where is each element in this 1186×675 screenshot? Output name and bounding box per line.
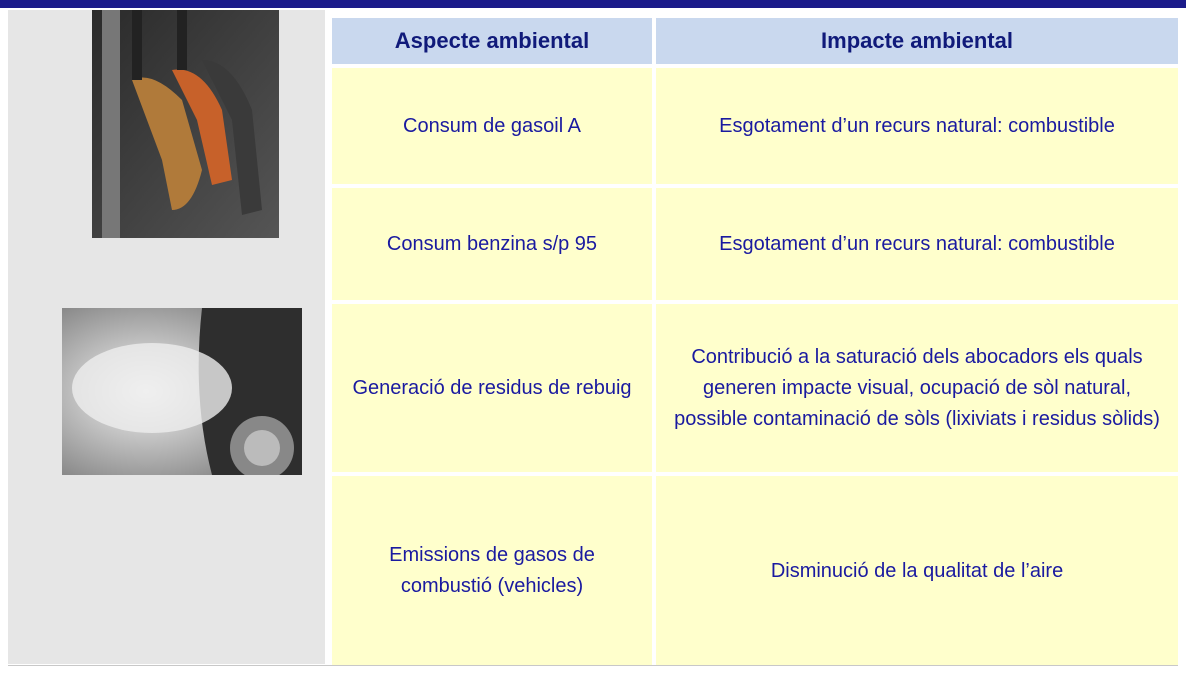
header-row: Aspecte ambiental Impacte ambiental <box>332 18 1178 64</box>
impact-cell: Esgotament d’un recurs natural: combusti… <box>652 188 1178 300</box>
column-header: Impacte ambiental <box>652 18 1178 64</box>
impact-cell: Disminució de la qualitat de l’aire <box>652 476 1178 666</box>
fuel-pump-photo <box>92 10 279 238</box>
table-row: Consum de gasoil A Esgotament d’un recurs… <box>332 68 1178 184</box>
table-row: Emissions de gasos de combustió (vehicle… <box>332 476 1178 666</box>
aspect-table: Aspecte ambiental Impacte ambiental Cons… <box>332 14 1178 670</box>
column-header: Aspecte ambiental <box>332 18 652 64</box>
table-body: Consum de gasoil A Esgotament d’un recurs… <box>332 68 1178 666</box>
bottom-line <box>8 665 1178 666</box>
table-row: Consum benzina s/p 95 Esgotament d’un rec… <box>332 188 1178 300</box>
exhaust-photo <box>62 308 302 475</box>
table-row: Generació de residus de rebuig Contribuci… <box>332 304 1178 472</box>
aspect-cell: Consum benzina s/p 95 <box>332 188 652 300</box>
impact-cell: Esgotament d’un recurs natural: combusti… <box>652 68 1178 184</box>
aspect-cell: Emissions de gasos de combustió (vehicle… <box>332 476 652 666</box>
impact-cell: Contribució a la saturació dels abocador… <box>652 304 1178 472</box>
aspect-cell: Generació de residus de rebuig <box>332 304 652 472</box>
aspect-cell: Consum de gasoil A <box>332 68 652 184</box>
top-bar <box>0 0 1186 8</box>
